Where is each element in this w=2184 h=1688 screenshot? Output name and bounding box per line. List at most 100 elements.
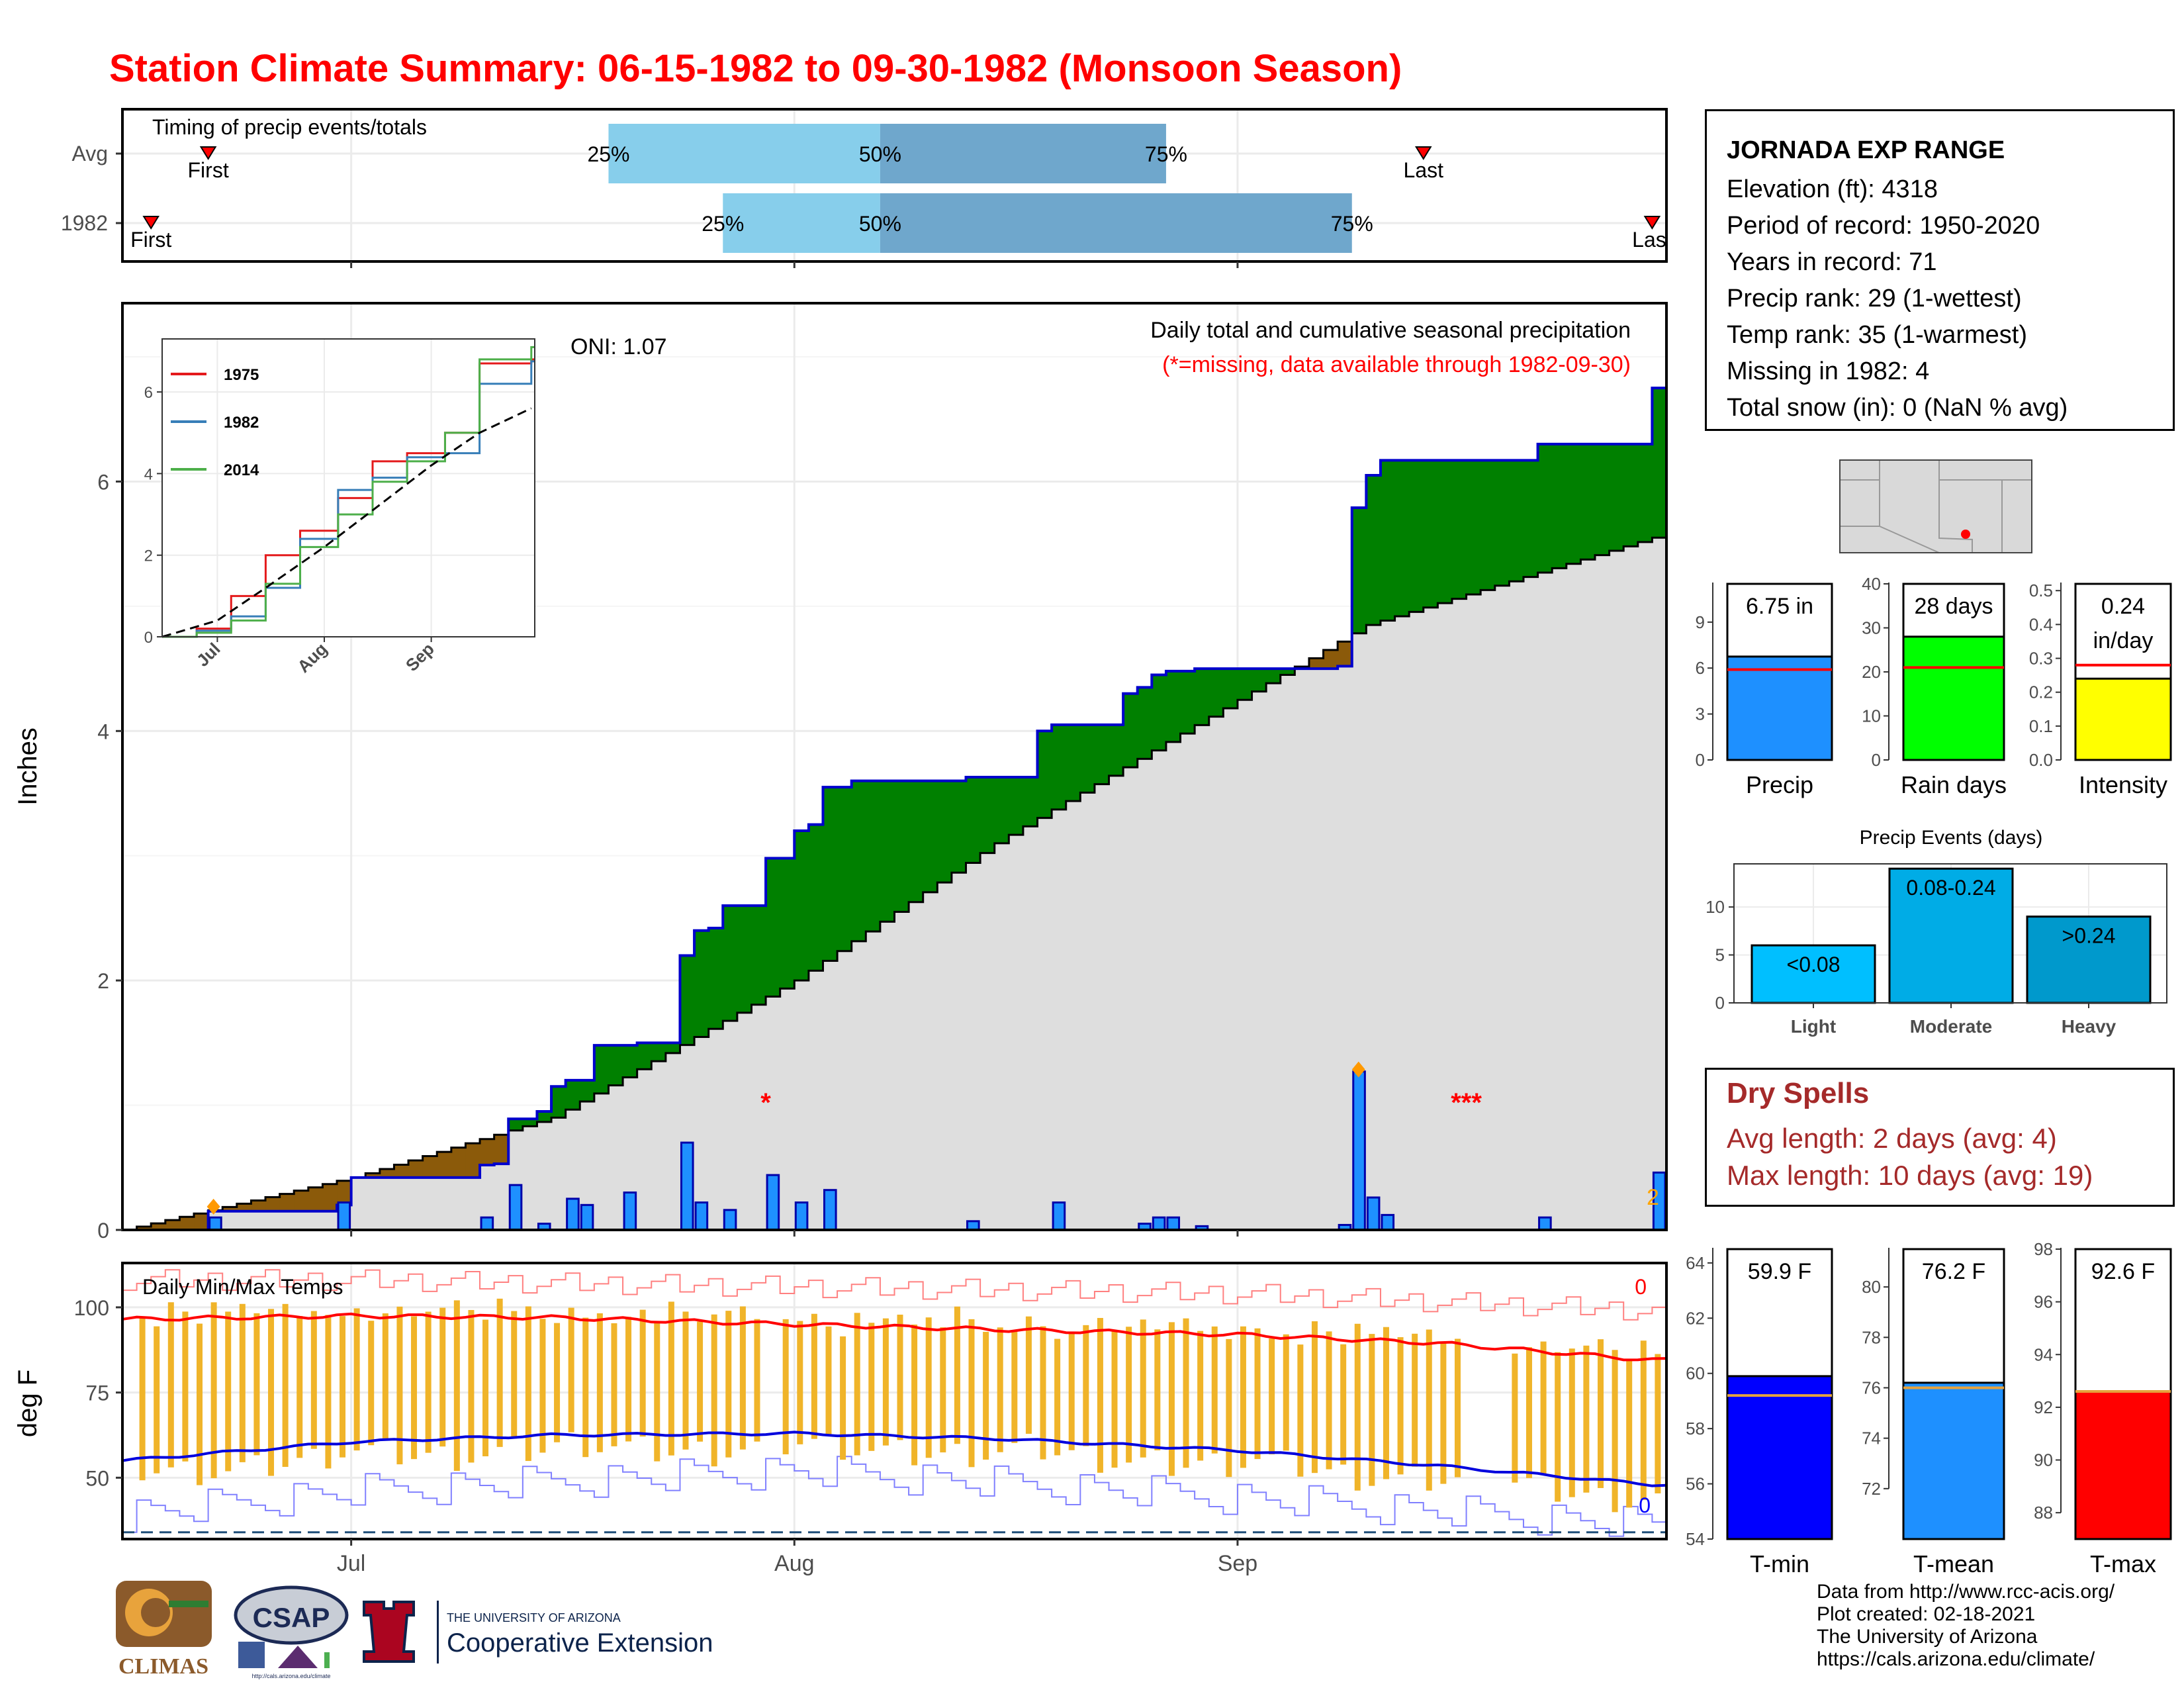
events-y-tick-label: 10 — [1706, 897, 1725, 917]
area-above-avg — [1594, 444, 1610, 555]
area-above-avg — [1009, 777, 1024, 835]
area-normal — [708, 1029, 723, 1230]
daily-temp-bar — [1454, 1338, 1461, 1477]
area-normal — [265, 1211, 281, 1230]
events-range-label: >0.24 — [2062, 924, 2116, 948]
temp-bars: 54 56 58 60 62 64 59.9 F T-min 72 74 76 78 80 76.2 F T… — [1686, 1239, 2172, 1577]
clip-mask — [1668, 109, 1694, 265]
info-precip-rank: Precip rank: 29 (1-wettest) — [1727, 285, 2022, 312]
area-below-avg — [465, 1143, 480, 1178]
timing-pct-label: 50% — [859, 142, 901, 166]
area-above-avg — [966, 777, 981, 863]
area-below-avg — [136, 1227, 152, 1230]
summary-rain-days-y-tick-label: 0 — [1872, 750, 1881, 770]
timing-row-label: Avg — [71, 142, 108, 165]
tbar-t-min-y-tick-label: 54 — [1686, 1529, 1705, 1549]
info-snow: Total snow (in): 0 (NaN % avg) — [1727, 394, 2068, 422]
area-normal — [1152, 750, 1167, 1230]
ua-line2: Cooperative Extension — [447, 1628, 713, 1658]
plot-border — [121, 1262, 1668, 1540]
area-above-avg — [808, 824, 823, 971]
area-above-avg — [708, 928, 723, 1029]
tbar-t-mean-y-tick-label: 78 — [1862, 1327, 1881, 1347]
daily-temp-bar — [1083, 1325, 1089, 1446]
area-normal — [1594, 555, 1610, 1230]
first-label: First — [130, 228, 171, 252]
timing-pct-label: 25% — [587, 142, 629, 166]
area-above-avg — [1537, 444, 1553, 573]
daily-temp-bar — [268, 1309, 275, 1476]
area-normal — [994, 843, 1009, 1230]
daily-temp-bar — [310, 1311, 317, 1449]
area-above-avg — [1094, 724, 1110, 784]
area-below-avg — [151, 1223, 166, 1230]
tbar-t-max-y-tick-label: 92 — [2034, 1397, 2053, 1417]
area-normal — [1266, 683, 1281, 1230]
daily-temp-bar — [396, 1306, 403, 1465]
daily-temp-bar — [654, 1322, 660, 1462]
daily-temp-bar — [582, 1317, 589, 1458]
area-above-avg — [751, 906, 766, 1005]
timing-bar-q2 — [880, 193, 1352, 253]
daily-temp-bar — [1154, 1329, 1161, 1450]
area-normal — [894, 912, 909, 1230]
area-normal — [322, 1211, 338, 1230]
daily-temp-bar — [1011, 1331, 1018, 1443]
inset-legend-label: 1982 — [224, 414, 259, 432]
last-marker — [1643, 216, 1661, 230]
area-above-avg — [937, 780, 952, 883]
area-normal — [780, 988, 795, 1230]
tbar-t-mean-y-tick-label: 72 — [1862, 1479, 1881, 1499]
daily-temp-bar — [1426, 1329, 1432, 1491]
oni-label: ONI: 1.07 — [570, 334, 667, 359]
daily-temp-bar — [182, 1311, 189, 1462]
summary-rain-days-value-label: 28 days — [1914, 594, 1993, 619]
daily-temp-bar — [911, 1324, 918, 1466]
area-normal — [637, 1069, 652, 1230]
avg-cumulative-line — [122, 536, 1666, 1231]
tbar-t-mean-label: T-mean — [1913, 1550, 1994, 1577]
tbar-t-max-label: T-max — [2090, 1550, 2156, 1577]
csap-url: http://cals.arizona.edu/climate — [251, 1673, 330, 1679]
area-normal — [1280, 675, 1295, 1230]
daily-temp-bar — [197, 1323, 203, 1485]
area-normal — [1394, 616, 1410, 1230]
area-normal — [851, 941, 866, 1230]
area-above-avg — [1080, 724, 1095, 793]
first-marker — [142, 216, 159, 230]
tbar-t-min-y-tick-label: 60 — [1686, 1364, 1705, 1383]
summary-rain-days-y-tick-label: 30 — [1862, 618, 1881, 638]
avg-max-line — [122, 1312, 1667, 1362]
area-above-avg — [1637, 444, 1653, 542]
timing-pct-label: 25% — [702, 212, 744, 236]
credit-line: https://cals.arizona.edu/climate/ — [1817, 1648, 2095, 1670]
observed-cumulative-line — [122, 387, 1666, 1231]
daily-temp-bar — [411, 1316, 418, 1460]
dry-spells-avg: Avg length: 2 days (avg: 4) — [1727, 1123, 2057, 1154]
daily-temp-bar — [353, 1308, 360, 1451]
area-below-avg — [179, 1217, 195, 1230]
daily-temp-bar — [1383, 1327, 1389, 1479]
area-normal — [551, 1117, 567, 1230]
summary-precip-y-tick-label: 9 — [1696, 612, 1705, 632]
daily-temp-bar — [1140, 1319, 1146, 1458]
summary-precip-y-tick-label: 6 — [1696, 658, 1705, 678]
area-normal — [1080, 792, 1095, 1230]
inset-y-tick-label: 4 — [144, 465, 153, 483]
area-above-avg — [1066, 724, 1081, 802]
area-above-avg — [680, 955, 695, 1045]
area-above-avg — [1237, 669, 1253, 700]
daily-temp-bar — [1597, 1339, 1604, 1488]
area-normal — [408, 1177, 424, 1230]
daily-temp-bar — [1512, 1353, 1518, 1483]
inset-legend-label: 2014 — [224, 461, 259, 479]
events-title: Precip Events (days) — [1860, 827, 2043, 849]
area-above-avg — [737, 906, 752, 1013]
area-above-avg — [780, 858, 795, 989]
area-normal — [951, 872, 967, 1230]
tbar-t-max-value-label: 92.6 F — [2091, 1259, 2155, 1284]
daily-temp-bar — [1269, 1338, 1275, 1455]
csap-logo: CSAP http://cals.arizona.edu/climate — [232, 1581, 351, 1680]
area-above-avg — [1037, 731, 1052, 818]
area-above-avg — [665, 1043, 680, 1053]
